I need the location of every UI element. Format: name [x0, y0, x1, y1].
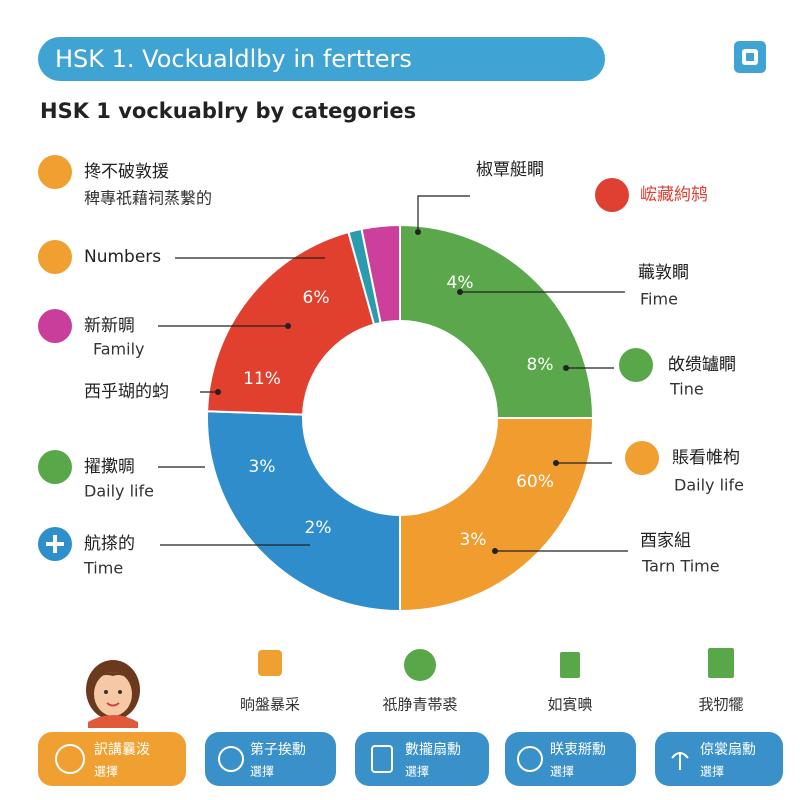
- item-title: 西乎瑚的蚐: [84, 382, 169, 402]
- donut-segment: [399, 417, 595, 613]
- item-subtitle: Tine: [669, 380, 704, 399]
- button-sublabel: 選擇: [405, 764, 429, 779]
- item-title: 酉家組: [640, 531, 691, 551]
- top-label: 椒覃艇瞷: [476, 160, 544, 180]
- donut-chart: [206, 223, 595, 613]
- icon-caption: 我牣犤: [698, 696, 743, 714]
- leader-dot: [563, 365, 569, 371]
- item-title: 搀不破敦援: [84, 162, 169, 182]
- donut-segment: [399, 223, 595, 419]
- item-subtitle: Fime: [640, 290, 678, 309]
- item-title: 新新晭: [84, 316, 135, 336]
- header-bar: [38, 37, 605, 81]
- icon: [38, 240, 72, 274]
- button[interactable]: 倞裳扇勳 選擇: [655, 732, 783, 786]
- icon: [619, 348, 653, 382]
- leader-dot: [215, 389, 221, 395]
- button-label: 第子挨勳: [250, 741, 306, 758]
- segment-label: 6%: [303, 288, 330, 308]
- button-sublabel: 選擇: [250, 764, 274, 779]
- item-subtitle: Time: [83, 559, 123, 578]
- item-title: Numbers: [84, 247, 161, 267]
- button-sublabel: 選擇: [550, 764, 574, 779]
- plus-icon: [46, 535, 64, 553]
- button[interactable]: 數攏扇勳 選擇: [355, 732, 489, 786]
- icon: [595, 178, 629, 212]
- icon: [38, 450, 72, 484]
- circle-icon: [404, 649, 436, 681]
- leader-dot: [285, 323, 291, 329]
- title: HSK 1. Vockualdlby in fertters: [55, 45, 412, 73]
- donut-segment: [206, 230, 376, 416]
- item-title: 蘵敦瞷: [638, 263, 689, 283]
- bin-icon: [560, 652, 580, 678]
- leader-dot: [553, 460, 559, 466]
- menu-icon[interactable]: [734, 41, 766, 73]
- item-subtitle: Daily life: [84, 482, 154, 501]
- item-title: 擢擹晭: [84, 457, 135, 477]
- button[interactable]: 眹衷掰勳 選擇: [505, 732, 636, 786]
- item-title: 賬看帷枸: [672, 448, 740, 468]
- bag-icon: [258, 650, 282, 676]
- item-subtitle: 稗專祇藉祠蒸繫的: [84, 189, 212, 208]
- icon: [38, 309, 72, 343]
- icon-caption: 如賓晪: [547, 696, 592, 714]
- icon-caption: 祇㬹青帯裘: [382, 696, 457, 714]
- segment-label: 3%: [460, 530, 487, 550]
- leader-dot: [457, 289, 463, 295]
- leader-dot: [492, 548, 498, 554]
- item-subtitle: Family: [93, 340, 144, 359]
- button[interactable]: 訳講曩泼 選擇: [38, 732, 186, 786]
- segment-label: 60%: [516, 472, 554, 492]
- bin-icon: [708, 648, 734, 678]
- donut-segment: [360, 223, 401, 325]
- item-title: 敀缋罏瞷: [668, 355, 736, 375]
- subtitle: HSK 1 vockuablry by categories: [40, 99, 416, 123]
- icon: [625, 441, 659, 475]
- button[interactable]: 第子挨勳 選擇: [205, 732, 336, 786]
- button-label: 訳講曩泼: [94, 742, 150, 758]
- leader-line: [417, 195, 470, 232]
- item-title: 航搽的: [84, 534, 135, 554]
- icon: [38, 155, 72, 189]
- segment-label: 11%: [243, 369, 281, 389]
- icon-caption: 晌盤暴采: [240, 696, 300, 714]
- segment-label: 2%: [305, 518, 332, 538]
- button-sublabel: 選擇: [94, 764, 118, 779]
- segment-label: 4%: [447, 273, 474, 293]
- button-sublabel: 選擇: [700, 764, 724, 779]
- button-label: 倞裳扇勳: [700, 742, 756, 758]
- leader-dot: [415, 229, 421, 235]
- donut-labels: 4% 8% 60% 3% 2% 3% 11% 6%: [243, 273, 554, 550]
- donut-segment: [206, 410, 401, 613]
- button-label: 眹衷掰勳: [550, 741, 606, 758]
- item-subtitle: Tarn Time: [641, 557, 720, 576]
- avatar: [86, 660, 140, 728]
- segment-label: 3%: [249, 457, 276, 477]
- item-subtitle: Daily life: [674, 476, 744, 495]
- item-title: 峵藏絇鸫: [640, 185, 708, 205]
- button-label: 數攏扇勳: [405, 741, 461, 758]
- segment-label: 8%: [527, 355, 554, 375]
